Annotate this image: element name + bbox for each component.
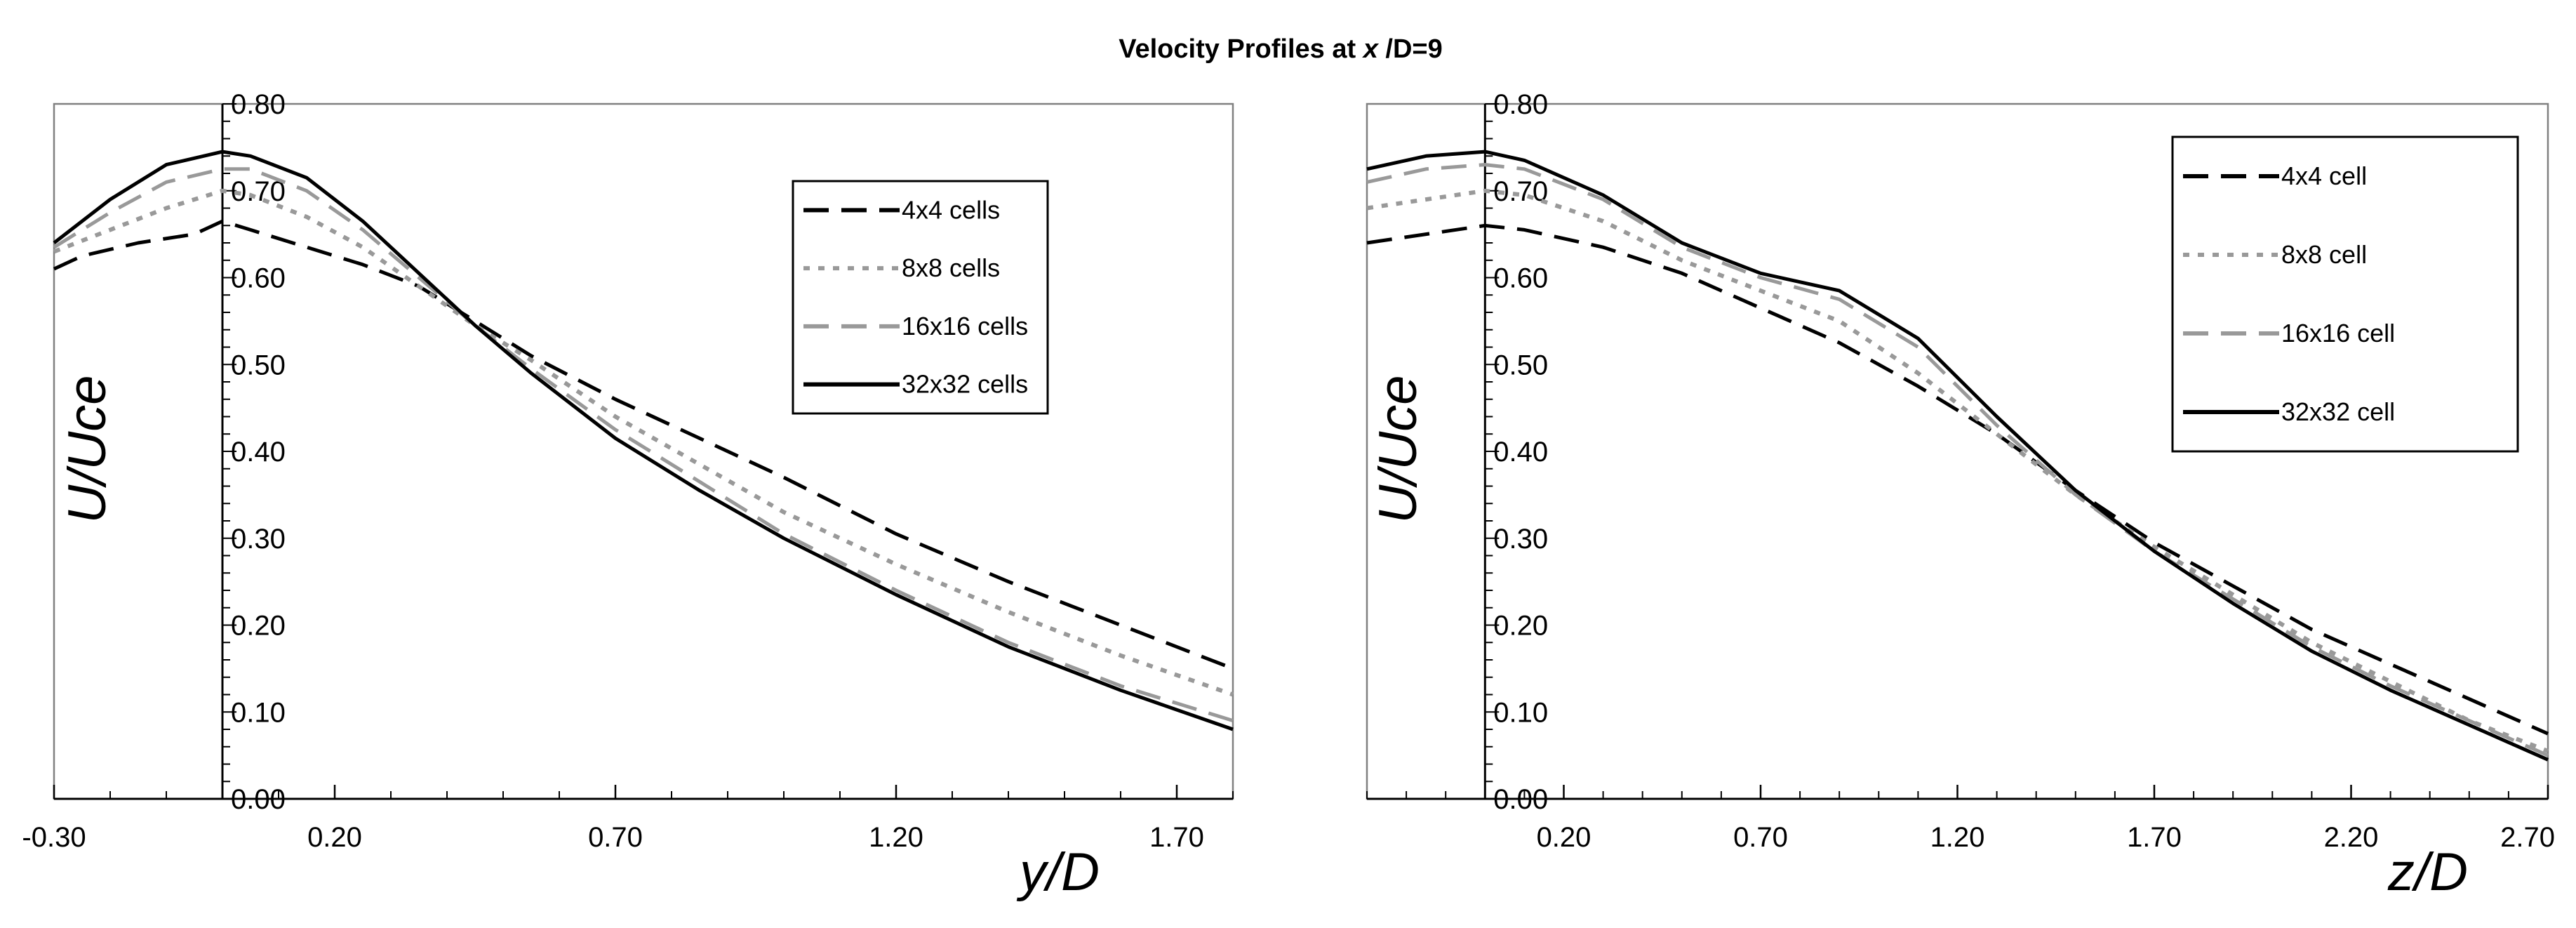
y-tick-label: 0.40 <box>1493 437 1548 468</box>
y-tick-label: 0.10 <box>231 697 286 728</box>
y-tick-label: 0.60 <box>1493 263 1548 294</box>
figure-title-suffix: /D=9 <box>1378 34 1443 64</box>
chart-right: 0.00 0.10 0.20 0.30 0.40 0.50 0.60 0.70 0.80 0.20… <box>1366 89 2555 902</box>
figure-title-variable: x <box>1362 34 1380 64</box>
legend-label: 16x16 cells <box>902 312 1028 340</box>
x-tick-label: 0.70 <box>588 822 643 853</box>
y-tick-label: 0.00 <box>231 784 286 815</box>
x-tick-label: 2.20 <box>2324 822 2379 853</box>
figure-title-prefix: Velocity Profiles at <box>1119 34 1363 64</box>
x-tick-label: 0.20 <box>307 822 362 853</box>
series-line-4x4-cell <box>1366 223 2549 736</box>
y-tick-label: 0.50 <box>231 350 286 380</box>
y-axis-label: U/Uce <box>1368 375 1428 523</box>
series-line-4x4-cells <box>53 219 1234 670</box>
y-tick-label: 0.30 <box>1493 524 1548 555</box>
legend-label: 16x16 cell <box>2281 319 2395 347</box>
legend-label: 4x4 cell <box>2281 161 2367 190</box>
x-axis-label: y/D <box>1016 842 1100 902</box>
legend-label: 8x8 cells <box>902 253 1000 282</box>
series-line-16x16-cells <box>53 167 1234 722</box>
legend-label: 4x4 cells <box>902 195 1000 224</box>
x-tick-label: 2.70 <box>2500 822 2555 853</box>
y-tick-label: 0.20 <box>1493 611 1548 642</box>
y-tick-label: 0.10 <box>1493 697 1548 728</box>
series-line-8x8-cell <box>1366 188 2549 753</box>
y-tick-label: 0.80 <box>1493 89 1548 120</box>
x-tick-label: 1.20 <box>1930 822 1985 853</box>
y-tick-label: 0.40 <box>231 437 286 468</box>
legend-box <box>2171 135 2519 453</box>
x-tick-label: 1.20 <box>869 822 923 853</box>
y-tick-label: 0.20 <box>231 611 286 642</box>
legend-box <box>792 180 1049 415</box>
series-line-32x32-cell <box>1366 150 2549 762</box>
x-tick-label: 0.70 <box>1733 822 1788 853</box>
y-tick-label: 0.00 <box>1493 784 1548 815</box>
series-line-32x32-cells <box>53 150 1234 731</box>
x-tick-label: 1.70 <box>1149 822 1204 853</box>
legend-label: 32x32 cells <box>902 370 1028 399</box>
x-tick-label: 0.20 <box>1537 822 1591 853</box>
x-axis-label: z/D <box>2387 842 2468 902</box>
y-tick-label: 0.30 <box>231 524 286 555</box>
series-line-16x16-cell <box>1366 163 2549 757</box>
x-tick-label: 1.70 <box>2127 822 2182 853</box>
legend-label: 32x32 cell <box>2281 397 2395 426</box>
chart-left: 0.00 0.10 0.20 0.30 0.40 0.50 0.60 0.70 0.80 -0.3… <box>22 89 1234 902</box>
y-tick-label: 0.80 <box>231 89 286 120</box>
y-tick-label: 0.50 <box>1493 350 1548 380</box>
legend-label: 8x8 cell <box>2281 240 2367 269</box>
x-tick-label: -0.30 <box>22 822 86 853</box>
figure-title: Velocity Profiles at x /D=9 <box>1119 34 1443 64</box>
y-axis-label: U/Uce <box>58 375 117 523</box>
y-tick-label: 0.60 <box>231 263 286 294</box>
